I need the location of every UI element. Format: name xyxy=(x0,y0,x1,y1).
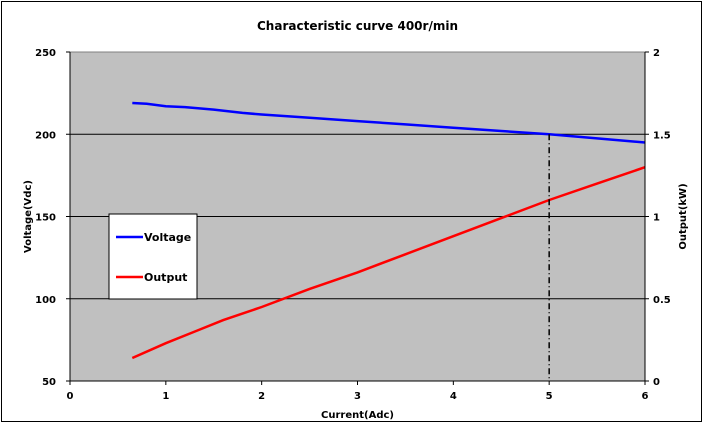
axes: 0 1 2 3 4 5 6 50 100 150 200 250 0 0.5 1 1.5 2 xyxy=(35,48,671,402)
chart-title: Characteristic curve 400r/min xyxy=(257,19,458,33)
y-tick-label: 250 xyxy=(35,48,56,59)
series-layer xyxy=(131,101,646,381)
legend-box xyxy=(108,213,198,300)
legend: Voltage Output xyxy=(108,213,198,300)
series-line-voltage xyxy=(132,101,646,144)
x-tick-label: 1 xyxy=(162,391,169,402)
y2-axis-label: Output(kW) xyxy=(678,183,689,249)
x-tick-label: 6 xyxy=(642,391,649,402)
y2-tick-label: 1 xyxy=(653,213,660,224)
legend-label-output: Output xyxy=(144,271,187,284)
y2-tick-label: 0.5 xyxy=(653,295,671,306)
y2-tick-label: 2 xyxy=(653,48,660,59)
y-tick-label: 200 xyxy=(35,130,56,141)
y2-tick-label: 0 xyxy=(653,377,660,388)
x-tick-label: 0 xyxy=(67,391,74,402)
x-tick-label: 3 xyxy=(354,391,361,402)
y-tick-label: 50 xyxy=(42,377,56,388)
x-tick-label: 2 xyxy=(258,391,265,402)
y-tick-label: 100 xyxy=(35,295,56,306)
y2-tick-label: 1.5 xyxy=(653,130,671,141)
legend-label-voltage: Voltage xyxy=(144,231,191,244)
y-axis-label: Voltage(Vdc) xyxy=(23,180,34,253)
x-tick-label: 4 xyxy=(450,391,457,402)
x-axis-label: Current(Adc) xyxy=(321,410,394,421)
y-tick-label: 150 xyxy=(35,213,56,224)
x-tick-label: 5 xyxy=(546,391,553,402)
